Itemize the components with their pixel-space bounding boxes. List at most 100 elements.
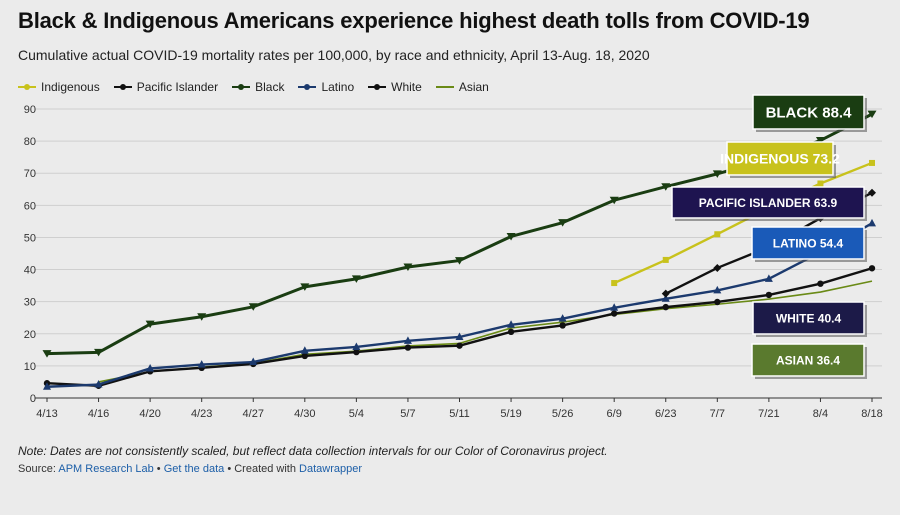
callout-label: ASIAN 36.4 xyxy=(776,353,840,367)
x-tick-label: 4/16 xyxy=(88,408,109,420)
y-tick-label: 60 xyxy=(24,200,36,212)
series-line xyxy=(46,222,873,388)
x-tick-label: 5/7 xyxy=(400,408,415,420)
x-tick-label: 7/7 xyxy=(710,408,725,420)
source-separator: • xyxy=(153,463,164,475)
data-point xyxy=(94,348,104,357)
y-tick-label: 80 xyxy=(24,136,36,148)
chart-subtitle: Cumulative actual COVID-19 mortality rat… xyxy=(18,47,650,63)
data-point xyxy=(507,328,515,336)
y-tick-label: 0 xyxy=(30,393,36,405)
legend-swatch xyxy=(18,84,36,90)
data-point xyxy=(197,313,207,321)
data-point xyxy=(145,320,155,329)
data-point xyxy=(300,283,310,291)
data-point xyxy=(713,263,722,272)
data-point xyxy=(817,180,824,187)
source-prefix: Source: xyxy=(18,463,59,475)
legend-swatch xyxy=(368,84,387,90)
callout-pacific-islander: PACIFIC ISLANDER 63.9 xyxy=(671,186,867,221)
data-point xyxy=(249,357,258,366)
series-line xyxy=(613,161,873,285)
x-tick-label: 4/30 xyxy=(294,408,315,420)
callout-label: WHITE 40.4 xyxy=(776,311,842,325)
data-point xyxy=(146,363,155,372)
y-tick-label: 40 xyxy=(24,265,36,277)
data-point xyxy=(868,188,876,197)
legend-item: Pacific Islander xyxy=(113,80,218,94)
chart-legend: Indigenous Pacific Islander Black Latino Whi… xyxy=(18,80,489,94)
data-point xyxy=(611,280,618,287)
data-point xyxy=(403,336,412,344)
data-point xyxy=(714,231,721,238)
x-tick-label: 4/27 xyxy=(243,408,264,420)
data-point xyxy=(713,285,722,294)
x-tick-label: 8/4 xyxy=(813,408,828,420)
legend-swatch xyxy=(113,84,132,90)
legend-label: Latino xyxy=(321,80,355,94)
x-tick-label: 5/19 xyxy=(500,408,521,420)
data-point xyxy=(815,136,825,145)
legend-item: Latino xyxy=(298,80,354,94)
legend-swatch xyxy=(435,86,454,88)
data-point xyxy=(609,196,619,205)
callout-label: LATINO 54.4 xyxy=(773,236,844,250)
y-tick-label: 50 xyxy=(24,232,36,244)
data-point xyxy=(455,257,464,265)
legend-swatch xyxy=(298,84,317,90)
callout-indigenous: INDIGENOUS 73.2 xyxy=(720,141,840,178)
data-point xyxy=(351,275,361,283)
y-tick-label: 10 xyxy=(24,361,36,373)
chart-source: Source: APM Research Lab • Get the data … xyxy=(18,463,362,475)
y-tick-label: 20 xyxy=(24,329,36,341)
callout-latino: LATINO 54.4 xyxy=(751,226,867,262)
legend-item: Asian xyxy=(435,80,489,94)
data-point xyxy=(403,263,413,271)
data-point xyxy=(94,380,103,388)
y-tick-label: 90 xyxy=(24,104,36,116)
x-tick-label: 4/13 xyxy=(36,408,57,420)
data-point xyxy=(610,303,619,311)
legend-label: White xyxy=(391,80,422,94)
datawrapper-link[interactable]: Datawrapper xyxy=(299,463,363,475)
data-point xyxy=(558,314,567,322)
data-point xyxy=(662,256,669,263)
data-point xyxy=(661,294,670,302)
x-tick-label: 7/21 xyxy=(758,408,779,420)
legend-item: Indigenous xyxy=(18,80,100,94)
x-tick-label: 5/11 xyxy=(449,408,470,420)
x-tick-label: 6/9 xyxy=(607,408,622,420)
data-point xyxy=(868,218,876,227)
created-prefix: • Created with xyxy=(224,463,300,475)
y-tick-label: 30 xyxy=(24,297,36,309)
legend-item: Black xyxy=(232,80,284,94)
data-point xyxy=(559,322,566,329)
data-point xyxy=(714,298,721,306)
data-point xyxy=(300,346,309,354)
data-point xyxy=(868,265,876,272)
x-tick-label: 8/18 xyxy=(861,408,882,420)
callout-white: WHITE 40.4 xyxy=(752,301,867,337)
chart-note: Note: Dates are not consistently scaled,… xyxy=(18,444,608,458)
data-point xyxy=(248,303,258,311)
data-point xyxy=(867,110,877,119)
data-point xyxy=(764,274,773,282)
data-point xyxy=(455,332,464,340)
x-tick-label: 4/23 xyxy=(191,408,212,420)
data-point xyxy=(661,183,671,191)
get-data-link[interactable]: Get the data xyxy=(163,463,225,475)
source-link[interactable]: APM Research Lab xyxy=(58,463,154,475)
data-point xyxy=(610,310,618,317)
data-point xyxy=(558,219,568,227)
data-point xyxy=(817,280,824,287)
series-line xyxy=(46,267,873,387)
callout-label: PACIFIC ISLANDER 63.9 xyxy=(699,196,838,210)
y-tick-label: 70 xyxy=(24,168,36,180)
data-point xyxy=(661,289,670,298)
data-point xyxy=(456,342,463,349)
data-point xyxy=(765,291,773,299)
data-point xyxy=(301,352,309,360)
data-point xyxy=(507,320,516,328)
data-point xyxy=(712,170,722,178)
